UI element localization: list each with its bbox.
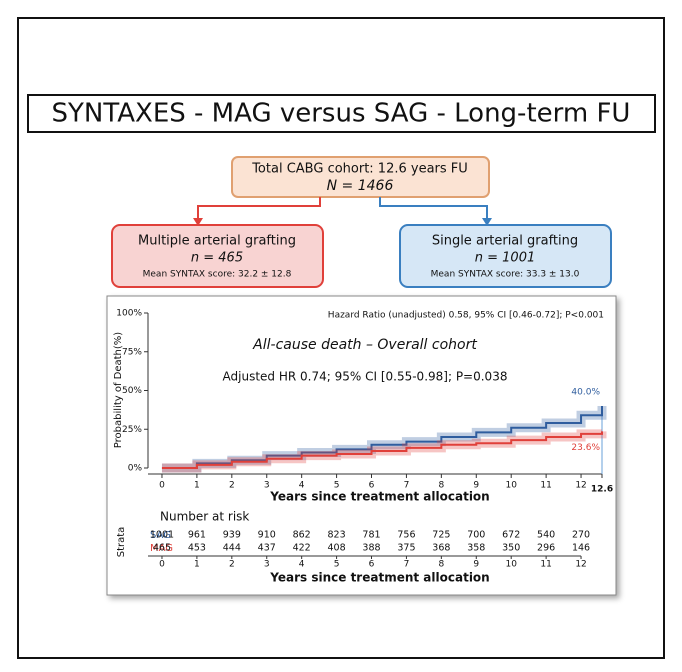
x-axis-label: Years since treatment allocation	[269, 490, 489, 504]
risk-count: 910	[258, 530, 276, 541]
x-tick-label: 0	[159, 481, 165, 491]
risk-count: 146	[572, 543, 590, 554]
risk-count: 1001	[150, 530, 174, 541]
x-tick-label: 9	[473, 481, 479, 491]
risk-count: 437	[258, 543, 276, 554]
risk-tick-label: 10	[505, 560, 517, 570]
x-tick-label: 7	[404, 481, 410, 491]
risk-title: Number at risk	[160, 510, 249, 524]
risk-count: 388	[362, 543, 380, 554]
y-tick-label: 100%	[116, 309, 142, 319]
risk-count: 961	[188, 530, 206, 541]
risk-count: 422	[293, 543, 311, 554]
risk-tick-label: 12	[575, 560, 586, 570]
x-tick-label: 1	[194, 481, 200, 491]
strata-name: SAG	[150, 530, 171, 541]
risk-tick-label: 9	[473, 560, 479, 570]
x-axis-label: Years since treatment allocation	[269, 571, 489, 585]
risk-tick-label: 1	[194, 560, 200, 570]
y-tick-label: 25%	[122, 425, 142, 435]
risk-count: 408	[328, 543, 346, 554]
x-tick-label: 11	[540, 481, 551, 491]
y-axis-label: Probability of Death(%)	[113, 332, 124, 449]
risk-tick-label: 5	[334, 560, 340, 570]
risk-tick-label: 0	[159, 560, 165, 570]
left-n: n = 465	[191, 251, 243, 266]
chart-title: All-cause death – Overall cohort	[252, 337, 477, 353]
root-n: N = 1466	[327, 178, 394, 194]
risk-tick-label: 2	[229, 560, 235, 570]
x-tick-label: 3	[264, 481, 270, 491]
left-box	[111, 224, 324, 288]
chart-panel	[106, 295, 617, 596]
right-score: Mean SYNTAX score: 33.3 ± 13.0	[431, 270, 580, 280]
risk-count: 725	[432, 530, 450, 541]
risk-count: 672	[502, 530, 520, 541]
risk-count: 939	[223, 530, 241, 541]
right-label: Single arterial grafting	[432, 234, 578, 249]
value-label: 23.6%	[571, 443, 600, 453]
x-tick-label: 10	[505, 481, 517, 491]
risk-count: 862	[293, 530, 311, 541]
risk-count: 465	[153, 543, 171, 554]
risk-count: 823	[328, 530, 346, 541]
risk-tick-label: 3	[264, 560, 270, 570]
y-tick-label: 75%	[122, 347, 142, 357]
risk-count: 453	[188, 543, 206, 554]
annotation: Hazard Ratio (unadjusted) 0.58, 95% CI […	[328, 311, 604, 321]
x-tick-label: 12	[575, 481, 586, 491]
arrowhead	[482, 218, 492, 226]
annotation: Adjusted HR 0.74; 95% CI [0.55-0.98]; P=…	[223, 370, 508, 384]
km-line	[161, 431, 603, 469]
risk-count: 444	[223, 543, 241, 554]
risk-tick-label: 4	[299, 560, 305, 570]
risk-count: 270	[572, 530, 590, 541]
risk-count: 368	[432, 543, 450, 554]
risk-tick-label: 8	[438, 560, 444, 570]
risk-tick-label: 11	[540, 560, 551, 570]
x-tick-label: 6	[369, 481, 375, 491]
arrow	[379, 197, 488, 220]
x-tick-label: 4	[299, 481, 305, 491]
root-label: Total CABG cohort: 12.6 years FU	[251, 162, 468, 177]
right-box	[399, 224, 612, 288]
risk-count: 350	[502, 543, 520, 554]
risk-tick-label: 6	[369, 560, 375, 570]
y-tick-label: 0%	[128, 464, 143, 474]
value-label: 40.0%	[571, 388, 600, 398]
risk-count: 358	[467, 543, 485, 554]
x-tick-label: 2	[229, 481, 235, 491]
km-line	[161, 406, 603, 469]
right-n: n = 1001	[475, 251, 535, 266]
title-box	[27, 94, 656, 133]
strata-name: MAG	[150, 543, 173, 554]
slide-title: SYNTAXES - MAG versus SAG - Long-term FU	[52, 99, 631, 129]
risk-count: 296	[537, 543, 555, 554]
risk-count: 781	[362, 530, 380, 541]
left-label: Multiple arterial grafting	[138, 234, 296, 249]
left-score: Mean SYNTAX score: 32.2 ± 12.8	[143, 270, 292, 280]
root-box	[231, 156, 490, 198]
x-tick-label: 12.6	[591, 485, 613, 495]
risk-tick-label: 7	[404, 560, 410, 570]
arrow	[197, 197, 321, 220]
x-tick-label: 8	[438, 481, 444, 491]
risk-count: 540	[537, 530, 555, 541]
arrowhead	[193, 218, 203, 226]
risk-count: 375	[397, 543, 415, 554]
x-tick-label: 5	[334, 481, 340, 491]
y-tick-label: 50%	[122, 386, 142, 396]
strata-label: Strata	[116, 527, 127, 558]
risk-count: 700	[467, 530, 485, 541]
risk-count: 756	[397, 530, 415, 541]
